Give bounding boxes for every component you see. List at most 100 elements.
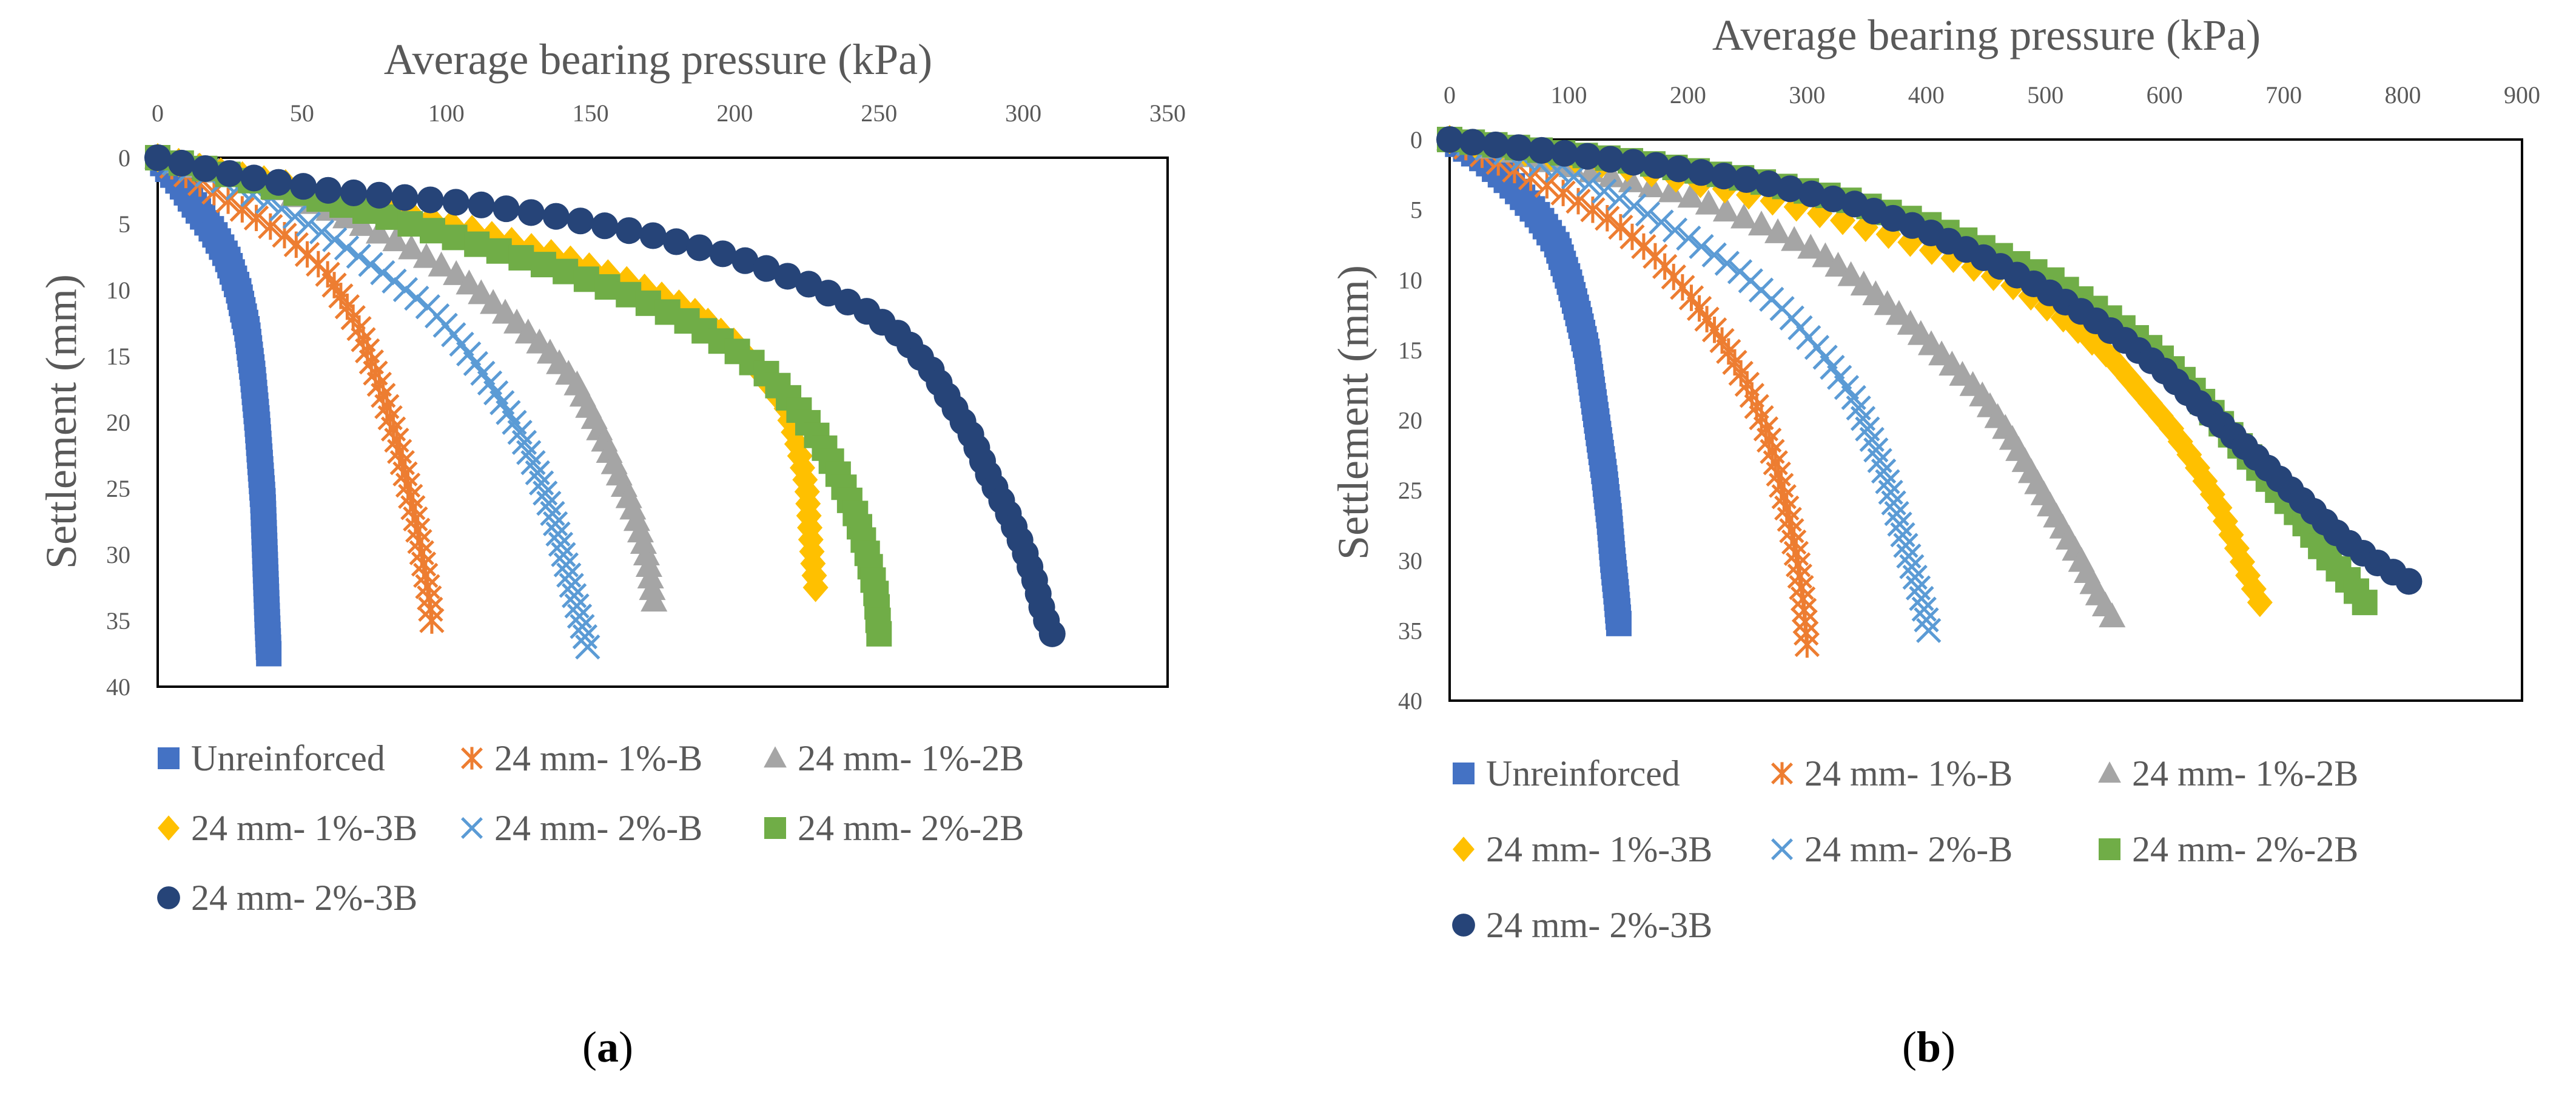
y-tick-label: 10 — [106, 277, 130, 304]
x-tick-label: 800 — [2385, 81, 2421, 109]
series-b2_3B — [1436, 126, 2423, 595]
series-unreinforced — [1437, 127, 1632, 636]
y-tick-label: 5 — [1410, 197, 1422, 224]
x-tick-label: 600 — [2147, 81, 2183, 109]
data-point-b2 — [1576, 171, 1602, 197]
y-tick-label: 15 — [1398, 337, 1422, 364]
data-point-b1_2B — [635, 552, 662, 577]
data-point-b1_2B — [428, 251, 455, 277]
data-point-b2_3B — [1687, 159, 1715, 186]
x-axis-title-b: Average bearing pressure (kPa) — [1712, 11, 2261, 59]
legend-label-b2_3B: 24 mm- 2%-3B — [1486, 905, 1712, 945]
y-tick-label: 25 — [1398, 477, 1422, 504]
data-point-b2 — [545, 521, 571, 547]
data-point-b2_3B — [1574, 143, 1601, 170]
data-point-b2_3B — [1436, 126, 1464, 153]
data-point-b2 — [570, 614, 595, 639]
legend-label-b1_2B: 24 mm- 1%-2B — [798, 738, 1024, 778]
y-tick-label: 10 — [1398, 266, 1422, 294]
data-point-b1 — [419, 607, 445, 634]
y-tick-label: 35 — [106, 607, 130, 635]
caption-open-a: ( — [582, 1023, 597, 1071]
data-point-b2 — [358, 252, 383, 277]
x-tick-label: 0 — [1444, 81, 1456, 109]
legend-item-b2_2B: 24 mm- 2%-2B — [2099, 829, 2358, 869]
legend-b: Unreinforced 24 mm- 1%-B 24 mm- 1%-2B 24 mm… — [1452, 753, 2358, 945]
caption-letter-b: b — [1917, 1023, 1941, 1071]
data-point-b1 — [1518, 164, 1544, 191]
data-point-b2_3B — [216, 160, 243, 187]
data-point-b2_3B — [417, 186, 444, 214]
data-point-b1_3B — [1736, 180, 1762, 210]
data-point-b2 — [1607, 186, 1632, 211]
data-point-b1_2B — [1764, 218, 1792, 243]
data-point-b2_3B — [1665, 155, 1692, 183]
series-group-a — [144, 143, 1066, 667]
legend-item-unreinforced: Unreinforced — [158, 738, 385, 778]
legend-item-b1_3B: 24 mm- 1%-3B — [158, 808, 417, 848]
legend-marker-b1_3B — [158, 815, 180, 841]
data-point-b2_3B — [1820, 185, 1847, 213]
data-point-b1 — [1794, 631, 1820, 658]
data-point-b2_2B — [530, 252, 556, 278]
legend-label-b1: 24 mm- 1%-B — [494, 738, 702, 778]
x-tick-label: 300 — [1789, 81, 1825, 109]
legend-item-b1_3B: 24 mm- 1%-3B — [1453, 829, 1712, 869]
data-point-b2_3B — [567, 207, 594, 235]
data-point-b2_3B — [709, 240, 736, 268]
data-point-b1_3B — [439, 209, 465, 239]
data-point-b2_2B — [375, 204, 401, 230]
legend-marker-b1_3B — [1453, 837, 1475, 862]
data-point-b2 — [334, 235, 360, 261]
chart-panel-b: Average bearing pressure (kPa) 0 100 200 30… — [1329, 11, 2540, 1071]
legend-marker-unreinforced — [1453, 763, 1475, 784]
y-tick-label: 20 — [106, 409, 130, 436]
caption-a: (a) — [582, 1023, 633, 1071]
data-point-b2_2B — [2352, 590, 2378, 616]
data-point-b1_2B — [1837, 261, 1865, 286]
data-point-b1_2B — [1850, 271, 1877, 296]
chart-panel-a: Average bearing pressure (kPa) 0 50 100 150… — [37, 35, 1186, 1071]
data-point-b1_2B — [641, 587, 668, 612]
data-point-b1_3B — [2247, 587, 2273, 618]
data-point-b2 — [1714, 251, 1740, 276]
data-point-b1_2B — [1874, 290, 1901, 315]
data-point-b1_2B — [2099, 602, 2126, 628]
data-point-b2_3B — [391, 184, 419, 211]
data-point-b2 — [295, 211, 321, 237]
data-point-b2_3B — [517, 199, 545, 226]
legend-marker-b1_2B — [764, 746, 787, 768]
data-point-b1_2B — [1658, 177, 1685, 203]
data-point-b1_2B — [1695, 189, 1722, 215]
x-ticks-b: 0 100 200 300 400 500 600 700 800 900 — [1444, 81, 2540, 109]
data-point-b2 — [1662, 217, 1688, 243]
data-point-b2_2B — [420, 218, 446, 244]
data-point-b2 — [540, 500, 565, 527]
data-point-b2_3B — [615, 217, 643, 244]
x-tick-label: 700 — [2265, 81, 2302, 109]
data-point-b2_2B — [486, 238, 512, 264]
data-point-b1_2B — [412, 243, 440, 268]
legend-marker-b1 — [461, 747, 483, 770]
data-point-b1_2B — [468, 279, 495, 305]
caption-close-a: ) — [619, 1023, 633, 1071]
series-b1 — [1437, 126, 1820, 658]
data-point-b2_3B — [1528, 136, 1555, 164]
series-b2_3B — [144, 144, 1066, 647]
data-point-b2_3B — [442, 189, 469, 216]
data-point-b2_3B — [340, 179, 368, 206]
data-point-b2 — [542, 511, 568, 537]
y-axis-title-b: Settlement (mm) — [1329, 265, 1377, 560]
x-tick-label: 500 — [2027, 81, 2063, 109]
data-point-b2_3B — [468, 191, 495, 218]
y-tick-label: 0 — [118, 144, 130, 172]
legend-marker-b2_2B — [2099, 838, 2120, 860]
y-tick-label: 30 — [1398, 547, 1422, 574]
x-tick-label: 100 — [1550, 81, 1587, 109]
data-point-b2 — [1914, 607, 1939, 633]
data-point-b2_3B — [1755, 170, 1782, 197]
y-tick-label: 30 — [106, 541, 130, 568]
x-ticks-a: 0 50 100 150 200 250 300 350 — [152, 99, 1186, 127]
data-point-b2_3B — [686, 234, 713, 261]
data-point-b1_2B — [1812, 242, 1839, 268]
